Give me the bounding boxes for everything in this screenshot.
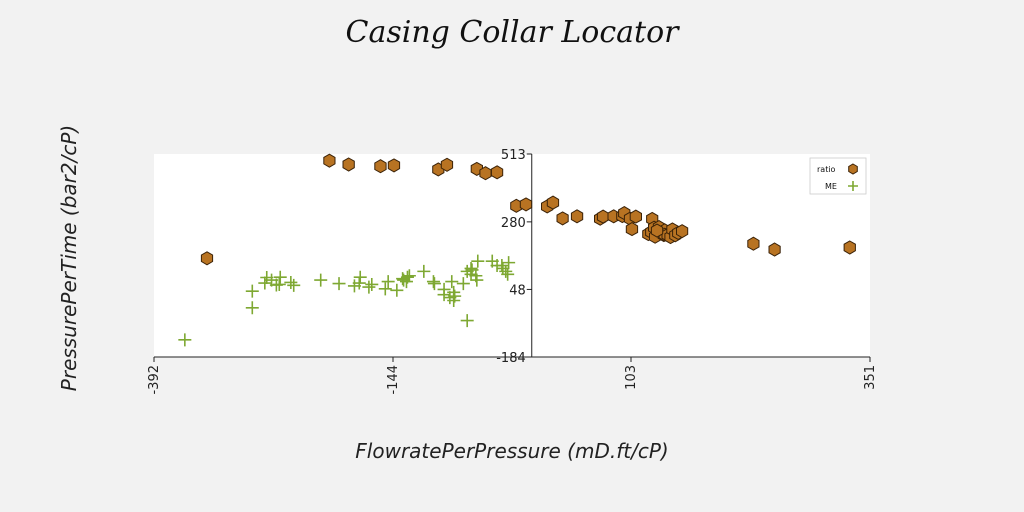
data-point-ratio	[843, 240, 856, 255]
x-tick-label: -144	[386, 365, 401, 395]
data-point-ratio	[374, 159, 387, 174]
legend-label-ratio: ratio	[817, 165, 836, 174]
data-point-me	[332, 277, 346, 291]
data-point-me	[273, 270, 287, 284]
data-point-me	[272, 277, 286, 291]
legend-label-me: ME	[825, 182, 837, 191]
data-point-ratio	[546, 195, 560, 210]
data-point-ratio	[570, 209, 584, 224]
data-point-me	[456, 277, 470, 291]
data-point-me	[178, 333, 192, 347]
data-point-me	[245, 284, 259, 298]
x-axis-label: FlowratePerPressure (mD.ft/cP)	[355, 439, 668, 463]
data-point-ratio	[387, 158, 401, 173]
data-point-me	[258, 276, 272, 290]
plot-area	[154, 154, 870, 357]
data-point-ratio	[747, 236, 760, 251]
data-point-me	[464, 261, 478, 275]
data-point-me	[284, 275, 298, 289]
data-point-me	[426, 275, 440, 289]
data-point-ratio	[490, 165, 504, 180]
x-tick-label: 351	[863, 365, 878, 390]
legend-marker-ratio	[848, 163, 858, 175]
legend-box	[809, 157, 867, 195]
data-point-me	[448, 289, 462, 303]
chart-title: Casing Collar Locator	[346, 15, 681, 50]
data-point-me	[445, 275, 459, 289]
legend-marker-me	[848, 181, 858, 191]
x-tick-label: 103	[624, 365, 639, 390]
data-point-ratio	[768, 242, 781, 257]
data-point-me	[400, 270, 414, 284]
data-point-me	[471, 254, 485, 268]
data-point-me	[417, 264, 431, 278]
data-point-ratio	[556, 211, 569, 226]
data-point-me	[381, 275, 395, 289]
data-point-me	[499, 264, 513, 278]
data-point-ratio	[650, 223, 664, 238]
x-axis: -392 -144 103 351	[147, 356, 878, 395]
data-point-me	[402, 269, 416, 283]
y-tick-label: 280	[501, 216, 526, 231]
data-point-ratio	[676, 224, 689, 239]
data-point-me	[502, 256, 516, 270]
data-point-ratio	[479, 166, 492, 181]
x-tick-label: -392	[147, 365, 162, 395]
data-point-ratio	[519, 197, 533, 212]
data-point-me	[469, 269, 483, 283]
data-point-me	[352, 276, 366, 290]
data-point-me	[245, 301, 259, 315]
legend: ratio ME	[809, 157, 867, 195]
data-marks	[178, 153, 856, 347]
data-point-me	[437, 282, 451, 296]
data-point-me	[501, 267, 515, 281]
series-me	[178, 254, 516, 347]
y-axis-label: PressurePerTime (bar2/cP)	[57, 125, 81, 391]
data-point-me	[427, 277, 441, 291]
data-point-ratio	[625, 222, 639, 237]
data-point-me	[287, 278, 301, 292]
series-ratio	[200, 153, 856, 266]
data-point-ratio	[200, 251, 214, 266]
data-point-me	[362, 280, 376, 294]
data-point-me	[378, 282, 392, 296]
data-point-ratio	[629, 209, 642, 224]
data-point-me	[390, 283, 404, 297]
data-point-ratio	[596, 209, 610, 224]
data-point-me	[460, 314, 474, 328]
y-tick-label: 513	[501, 148, 526, 163]
data-point-ratio	[342, 157, 355, 172]
data-point-ratio	[323, 153, 336, 168]
y-tick-label: -184	[496, 351, 526, 366]
data-point-me	[353, 270, 367, 284]
y-axis: -184 48 280 513	[496, 148, 533, 366]
data-point-me	[365, 277, 379, 291]
y-tick-label: 48	[509, 283, 526, 298]
data-point-ratio	[440, 157, 454, 172]
data-point-me	[314, 273, 328, 287]
